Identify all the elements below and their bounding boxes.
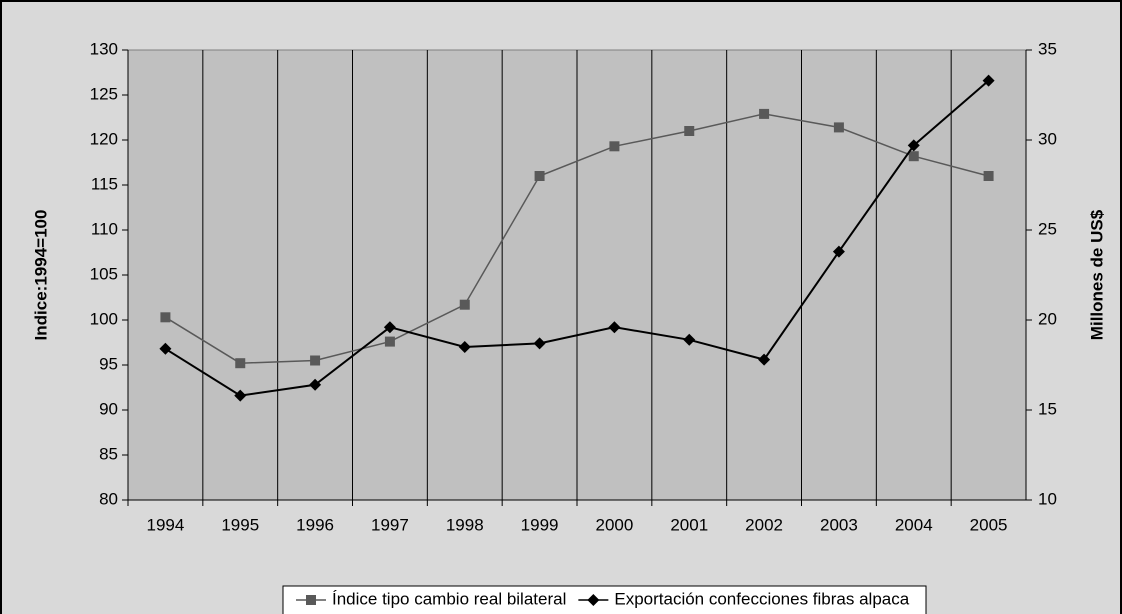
y2-tick-label: 10 xyxy=(1038,489,1057,508)
data-point xyxy=(683,333,696,346)
series-line xyxy=(164,79,990,397)
data-point xyxy=(608,321,621,334)
y2-tick-label: 20 xyxy=(1038,309,1057,328)
y2-tick-label: 35 xyxy=(1038,39,1057,58)
x-tick-label: 1995 xyxy=(221,515,259,534)
y2-tick-label: 15 xyxy=(1038,399,1057,418)
legend-label: Índice tipo cambio real bilateral xyxy=(332,589,566,608)
legend-marker xyxy=(587,594,600,606)
legend-marker xyxy=(306,595,316,605)
data-point xyxy=(234,389,247,402)
y-tick-label: 95 xyxy=(99,354,118,373)
data-point xyxy=(908,151,919,162)
data-point xyxy=(309,378,322,391)
data-point xyxy=(533,337,546,350)
y-tick-label: 90 xyxy=(99,399,118,418)
y-tick-label: 125 xyxy=(90,84,118,103)
y-tick-label: 80 xyxy=(99,489,118,508)
data-point xyxy=(982,74,995,87)
data-point xyxy=(832,245,845,258)
data-point xyxy=(383,321,396,334)
y2-tick-label: 30 xyxy=(1038,129,1057,148)
y-tick-label: 130 xyxy=(90,39,118,58)
x-tick-label: 2000 xyxy=(596,515,634,534)
x-tick-label: 2001 xyxy=(670,515,708,534)
x-tick-label: 1996 xyxy=(296,515,334,534)
x-tick-label: 2002 xyxy=(745,515,783,534)
data-point xyxy=(159,342,172,355)
y2-tick-label: 25 xyxy=(1038,219,1057,238)
data-point xyxy=(235,358,246,369)
y2-axis-label: Millones de US$ xyxy=(1087,209,1106,340)
data-point xyxy=(833,122,844,133)
data-point xyxy=(310,355,321,366)
x-tick-label: 1997 xyxy=(371,515,409,534)
data-point xyxy=(160,312,171,323)
data-point xyxy=(907,139,920,152)
y-tick-label: 85 xyxy=(99,444,118,463)
data-point xyxy=(458,341,471,353)
x-tick-label: 1999 xyxy=(521,515,559,534)
y-tick-label: 105 xyxy=(90,264,118,283)
y-tick-label: 100 xyxy=(90,309,118,328)
x-tick-label: 2005 xyxy=(970,515,1008,534)
data-point xyxy=(684,126,695,136)
data-point xyxy=(534,171,545,181)
y-tick-label: 120 xyxy=(90,129,118,148)
data-point xyxy=(459,299,470,310)
x-tick-label: 1994 xyxy=(147,515,185,534)
data-point xyxy=(384,336,395,347)
x-tick-label: 2004 xyxy=(895,515,933,534)
x-tick-label: 2003 xyxy=(820,515,858,534)
y-tick-label: 115 xyxy=(91,174,118,193)
legend-label: Exportación confecciones fibras alpaca xyxy=(614,589,909,608)
data-point xyxy=(609,141,620,152)
data-point xyxy=(983,171,994,181)
y-tick-label: 110 xyxy=(91,219,118,238)
data-point xyxy=(758,353,771,366)
y-axis-label: Indice:1994=100 xyxy=(31,210,50,341)
x-tick-label: 1998 xyxy=(446,515,484,534)
series-line xyxy=(165,113,989,364)
data-point xyxy=(759,108,770,119)
